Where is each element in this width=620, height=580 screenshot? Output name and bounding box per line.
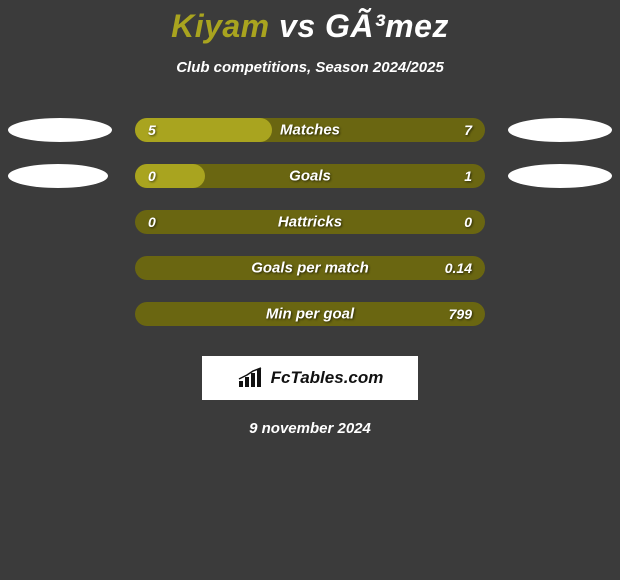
stat-value-left: 5 xyxy=(148,122,156,138)
stat-value-left: 0 xyxy=(148,214,156,230)
vs-label: vs xyxy=(279,8,316,44)
stat-row: 0 1 Goals xyxy=(0,164,620,188)
stat-bar-fill xyxy=(135,164,205,188)
fctables-logo: FcTables.com xyxy=(202,356,418,400)
stat-row: 5 7 Matches xyxy=(0,118,620,142)
player2-ellipse xyxy=(508,118,612,142)
logo-text: FcTables.com xyxy=(271,368,384,388)
stat-metric-label: Min per goal xyxy=(266,306,354,323)
bar-chart-icon xyxy=(237,367,265,389)
stats-container: 5 7 Matches 0 1 Goals 0 0 Hattricks 0.14 Goals per… xyxy=(0,118,620,326)
stat-value-right: 1 xyxy=(464,168,472,184)
stat-value-right: 7 xyxy=(464,122,472,138)
player2-name: GÃ³mez xyxy=(325,8,449,44)
stat-value-right: 799 xyxy=(449,306,472,322)
subtitle: Club competitions, Season 2024/2025 xyxy=(0,59,620,76)
snapshot-date: 9 november 2024 xyxy=(0,420,620,437)
stat-metric-label: Goals per match xyxy=(251,260,369,277)
stat-row: 0.14 Goals per match xyxy=(0,256,620,280)
player1-name: Kiyam xyxy=(171,8,270,44)
player1-ellipse xyxy=(8,118,112,142)
stat-row: 0 0 Hattricks xyxy=(0,210,620,234)
comparison-title: Kiyam vs GÃ³mez xyxy=(0,0,620,45)
stat-value-right: 0 xyxy=(464,214,472,230)
stat-metric-label: Goals xyxy=(289,168,331,185)
player2-ellipse xyxy=(508,164,612,188)
stat-metric-label: Matches xyxy=(280,122,340,139)
stat-value-left: 0 xyxy=(148,168,156,184)
player1-ellipse xyxy=(8,164,108,188)
stat-metric-label: Hattricks xyxy=(278,214,342,231)
stat-row: 799 Min per goal xyxy=(0,302,620,326)
stat-value-right: 0.14 xyxy=(445,260,472,276)
